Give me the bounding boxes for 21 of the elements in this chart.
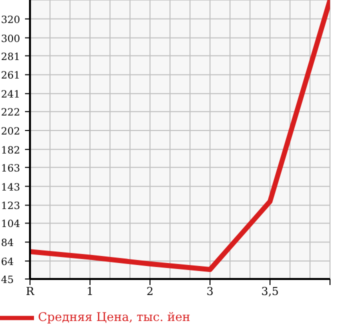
x-tick-label: 3,5 (261, 284, 279, 298)
y-tick-label: 241 (1, 90, 20, 101)
y-tick-label: 45 (1, 275, 14, 286)
y-tick-label: 104 (1, 219, 20, 230)
y-tick-label: 281 (1, 52, 20, 63)
legend-label: Средняя Цена, тыс. йен (38, 310, 190, 324)
x-tick-label: 3 (206, 284, 214, 298)
y-tick-label: 182 (1, 145, 20, 156)
y-tick-label: 300 (1, 34, 20, 45)
y-tick-label: 84 (1, 238, 14, 250)
y-tick-label: 64 (1, 257, 14, 268)
y-tick-label: 320 (1, 14, 20, 26)
y-tick-label: 163 (1, 163, 20, 174)
x-tick-label: R (26, 284, 35, 298)
x-tick-label: 1 (86, 284, 94, 298)
y-tick-label: 261 (1, 70, 20, 82)
x-tick-label: 2 (146, 284, 154, 298)
y-tick-label: 123 (1, 201, 20, 212)
y-tick-label: 222 (1, 108, 20, 119)
y-tick-label: 202 (1, 126, 20, 138)
y-tick-label: 143 (1, 182, 20, 194)
